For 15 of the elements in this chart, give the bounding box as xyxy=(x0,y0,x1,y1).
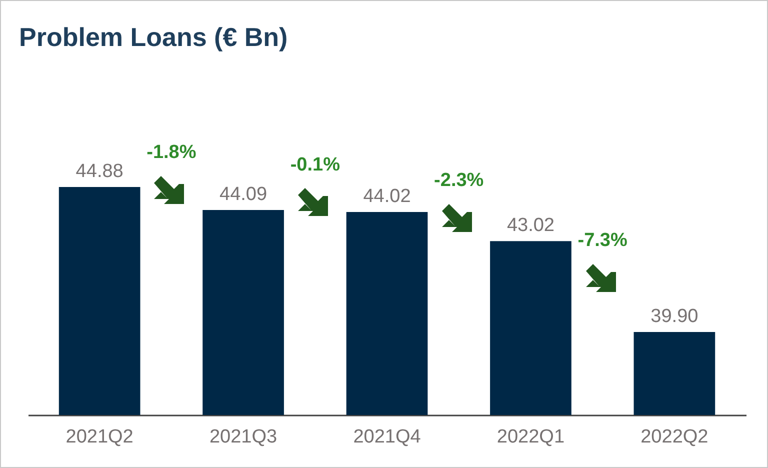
data-label: 39.90 xyxy=(650,306,698,328)
text: -1.8% xyxy=(146,142,196,163)
x-tick-label: 2021Q4 xyxy=(353,426,422,448)
data-label: 44.88 xyxy=(76,161,124,182)
x-tick-label: 2022Q1 xyxy=(496,426,565,448)
chart-title: Problem Loans (€ Bn) xyxy=(19,22,288,52)
data-label: 43.02 xyxy=(506,215,554,236)
text: -0.1% xyxy=(290,154,340,176)
data-label: 44.02 xyxy=(363,186,411,208)
x-tick-label: 2022Q2 xyxy=(640,426,708,448)
x-tick-label: 2021Q2 xyxy=(66,426,134,448)
x-tick-label: 2021Q3 xyxy=(209,426,278,448)
annotation: -7.3% xyxy=(578,230,628,251)
annotation: -2.3% xyxy=(434,170,484,192)
data-label: 44.09 xyxy=(220,184,268,206)
